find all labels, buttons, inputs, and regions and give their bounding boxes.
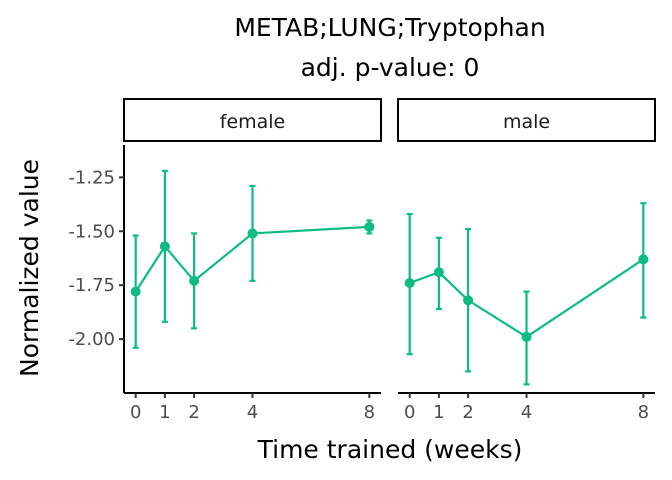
panel-male: male	[397, 98, 656, 386]
panel-female: female	[123, 98, 382, 349]
chart-title: METAB;LUNG;Tryptophan	[234, 13, 545, 42]
data-point	[433, 267, 444, 278]
plot-area-male	[404, 202, 649, 386]
x-axis-title: Time trained (weeks)	[257, 435, 523, 464]
y-tick-label: -1.50	[68, 221, 115, 242]
x-tick-label: 8	[364, 402, 375, 423]
data-point	[247, 228, 258, 239]
chart-subtitle: adj. p-value: 0	[301, 53, 480, 82]
x-tick-label: 1	[433, 402, 444, 423]
data-point	[189, 275, 200, 286]
y-tick-label: -2.00	[68, 329, 115, 350]
strip-label-male: male	[503, 111, 550, 133]
data-point	[130, 286, 141, 297]
data-point	[463, 295, 474, 306]
data-point	[638, 254, 649, 265]
y-tick-label: -1.25	[68, 167, 115, 188]
data-point	[404, 278, 415, 289]
x-tick-label: 8	[638, 402, 649, 423]
data-point	[521, 331, 532, 342]
axes: -1.25-1.50-1.75-2.000 1 2 4 8 0 1 2 4 8	[68, 145, 655, 423]
data-point	[159, 241, 170, 252]
strip-label-female: female	[220, 111, 286, 133]
data-point	[364, 221, 375, 232]
strip-female	[123, 98, 382, 142]
y-axis-title: Normalized value	[15, 159, 44, 377]
x-tick-label: 4	[521, 402, 532, 423]
plot-area-female	[130, 169, 375, 349]
x-tick-label: 0	[130, 402, 141, 423]
x-tick-label: 4	[247, 402, 258, 423]
x-tick-label: 2	[188, 402, 199, 423]
x-tick-label: 0	[404, 402, 415, 423]
strip-male	[397, 98, 656, 142]
x-tick-label: 2	[462, 402, 473, 423]
x-tick-label: 1	[159, 402, 170, 423]
y-tick-label: -1.75	[68, 275, 115, 296]
